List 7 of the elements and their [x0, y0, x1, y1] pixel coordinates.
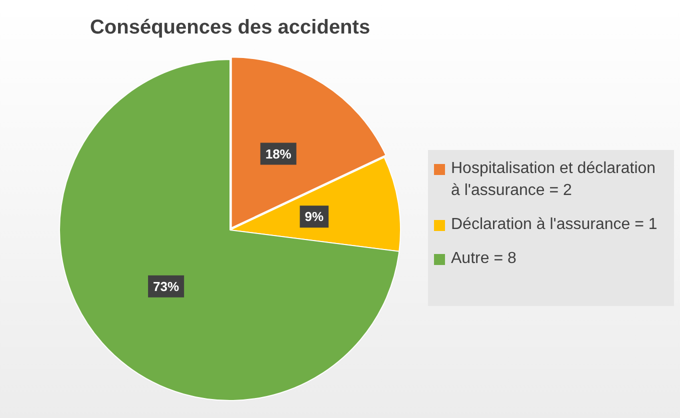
legend-label: Hospitalisation et déclaration à l'assurance = 2 [451, 159, 657, 201]
legend-label: Déclaration à l'assurance = 1 [451, 215, 658, 235]
data-label: 18% [265, 146, 292, 162]
chart-title: Conséquences des accidents [90, 16, 370, 39]
data-label: 73% [153, 278, 180, 294]
slice-label: Autre = 8 [451, 249, 516, 269]
data-label: 9% [304, 209, 324, 224]
